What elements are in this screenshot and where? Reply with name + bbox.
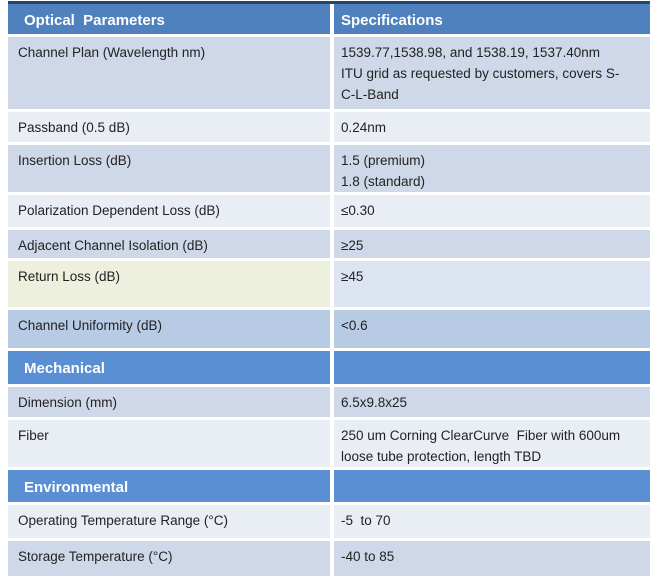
param-cell: Storage Temperature (°C) <box>8 541 330 576</box>
param-cell: Adjacent Channel Isolation (dB) <box>8 230 330 258</box>
spec-cell: -5 to 70 <box>334 505 650 538</box>
param-cell: Return Loss (dB) <box>8 261 330 307</box>
section-spec-cell <box>334 470 650 502</box>
spec-table: Optical Parameters Specifications Channe… <box>8 1 650 579</box>
table-row-operating-temperature: Operating Temperature Range (°C) -5 to 7… <box>8 505 650 538</box>
section-title: Environmental <box>8 470 330 502</box>
section-row-environmental: Environmental <box>8 470 650 502</box>
param-cell: Passband (0.5 dB) <box>8 112 330 142</box>
spec-cell: 1.5 (premium) 1.8 (standard) <box>334 145 650 192</box>
table-row-channel-uniformity: Channel Uniformity (dB) <0.6 <box>8 310 650 348</box>
table-row-dimension: Dimension (mm) 6.5x9.8x25 <box>8 387 650 417</box>
param-cell: Dimension (mm) <box>8 387 330 417</box>
table-row-channel-plan: Channel Plan (Wavelength nm) 1539.77,153… <box>8 37 650 109</box>
section-title: Mechanical <box>8 351 330 384</box>
spec-cell: ≤0.30 <box>334 195 650 227</box>
spec-cell: ≥25 <box>334 230 650 258</box>
spec-cell: 6.5x9.8x25 <box>334 387 650 417</box>
header-specifications: Specifications <box>334 4 650 34</box>
table-row-insertion-loss: Insertion Loss (dB) 1.5 (premium) 1.8 (s… <box>8 145 650 192</box>
table-header-row: Optical Parameters Specifications <box>8 4 650 34</box>
table-row-return-loss: Return Loss (dB) ≥45 <box>8 261 650 307</box>
table-row-fiber: Fiber 250 um Corning ClearCurve Fiber wi… <box>8 420 650 467</box>
spec-cell: ≥45 <box>334 261 650 307</box>
param-cell: Channel Uniformity (dB) <box>8 310 330 348</box>
table-row-polarization-dependent-loss: Polarization Dependent Loss (dB) ≤0.30 <box>8 195 650 227</box>
spec-cell: <0.6 <box>334 310 650 348</box>
param-cell: Fiber <box>8 420 330 467</box>
section-spec-cell <box>334 351 650 384</box>
table-row-adjacent-channel-isolation: Adjacent Channel Isolation (dB) ≥25 <box>8 230 650 258</box>
spec-cell: -40 to 85 <box>334 541 650 576</box>
header-optical-parameters: Optical Parameters <box>8 4 330 34</box>
table-row-storage-temperature: Storage Temperature (°C) -40 to 85 <box>8 541 650 576</box>
param-cell: Channel Plan (Wavelength nm) <box>8 37 330 109</box>
spec-cell: 0.24nm <box>334 112 650 142</box>
spec-cell: 250 um Corning ClearCurve Fiber with 600… <box>334 420 650 467</box>
param-cell: Polarization Dependent Loss (dB) <box>8 195 330 227</box>
section-row-mechanical: Mechanical <box>8 351 650 384</box>
spec-cell: 1539.77,1538.98, and 1538.19, 1537.40nm … <box>334 37 650 109</box>
param-cell: Insertion Loss (dB) <box>8 145 330 192</box>
table-row-passband: Passband (0.5 dB) 0.24nm <box>8 112 650 142</box>
param-cell: Operating Temperature Range (°C) <box>8 505 330 538</box>
